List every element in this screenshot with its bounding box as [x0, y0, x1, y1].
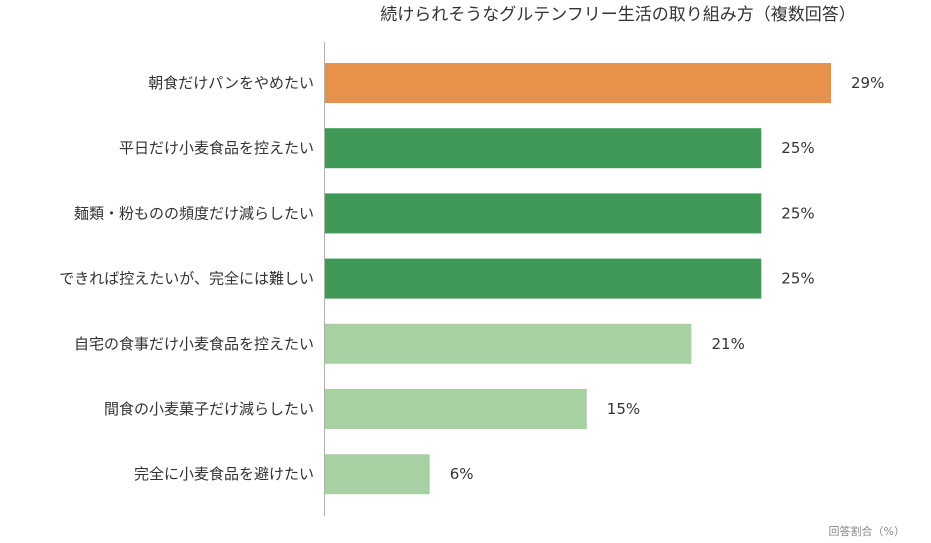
- category-label: 麺類・粉ものの頻度だけ減らしたい: [74, 204, 314, 222]
- data-label: 6%: [450, 465, 474, 483]
- category-label: 間食の小麦菓子だけ減らしたい: [104, 400, 314, 418]
- category-label: 平日だけ小麦食品を控えたい: [119, 139, 314, 157]
- data-label: 25%: [781, 139, 814, 157]
- bar: [325, 454, 430, 495]
- bar: [325, 389, 587, 429]
- data-label: 29%: [851, 74, 884, 92]
- chart-title: 続けられそうなグルテンフリー生活の取り組み方（複数回答）: [380, 5, 856, 25]
- data-label: 25%: [781, 204, 814, 222]
- data-label: 21%: [712, 335, 745, 353]
- data-label: 15%: [607, 400, 640, 418]
- category-label: 自宅の食事だけ小麦食品を控えたい: [74, 335, 314, 353]
- bar: [325, 258, 762, 299]
- category-label: 朝食だけパンをやめたい: [148, 74, 314, 92]
- category-label: できれば控えたいが、完全には難しい: [59, 270, 314, 288]
- category-label: 完全に小麦食品を避けたい: [134, 465, 314, 483]
- x-axis-title: 回答割合（%）: [829, 524, 905, 538]
- data-label: 25%: [781, 270, 814, 288]
- bar: [325, 128, 762, 169]
- bar: [325, 193, 762, 234]
- bars-group: 朝食だけパンをやめたい 29% 平日だけ小麦食品を控えたい 25% 麺類・粉ものの頻度だ…: [59, 63, 884, 495]
- bar: [325, 323, 692, 364]
- bar: [325, 63, 831, 103]
